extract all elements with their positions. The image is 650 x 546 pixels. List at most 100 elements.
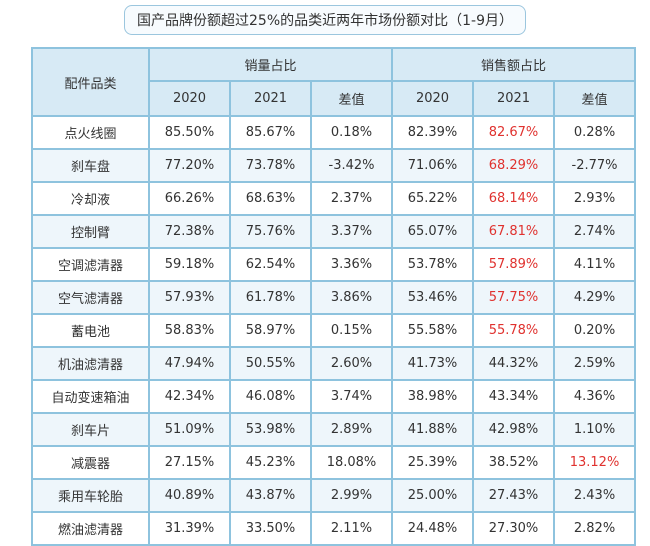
- row-category: 机油滤清器: [31, 346, 150, 381]
- table-cell: 33.50%: [229, 511, 312, 546]
- subheader-diff: 差值: [309, 80, 394, 117]
- row-category: 空调滤清器: [31, 247, 150, 282]
- row-category: 点火线圈: [31, 115, 150, 150]
- table-cell: 47.94%: [148, 346, 231, 381]
- table-cell: 43.34%: [472, 379, 556, 414]
- table-cell: 65.07%: [391, 214, 475, 249]
- table-row: 刹车片 51.09% 53.98% 2.89% 41.88% 42.98% 1.10%: [31, 412, 637, 447]
- table-cell: 2.89%: [309, 412, 394, 447]
- subheader-2020: 2020: [148, 80, 231, 117]
- header-volume-share: 销量占比: [147, 47, 394, 82]
- table-cell: 53.46%: [391, 280, 475, 315]
- row-category: 减震器: [31, 445, 150, 480]
- table-cell: 2.99%: [309, 478, 394, 513]
- table-cell: 2.82%: [553, 511, 637, 546]
- table-cell: 27.43%: [472, 478, 556, 513]
- table-row: 自动变速箱油 42.34% 46.08% 3.74% 38.98% 43.34% 4.36%: [31, 379, 637, 414]
- table-cell: 46.08%: [229, 379, 312, 414]
- table-cell: 72.38%: [148, 214, 231, 249]
- table-cell: 71.06%: [391, 148, 475, 183]
- table-cell: 75.76%: [229, 214, 312, 249]
- table-cell: 2.93%: [553, 181, 637, 216]
- table-cell: 58.97%: [229, 313, 312, 348]
- table-cell: 25.00%: [391, 478, 475, 513]
- table-cell: 4.11%: [553, 247, 637, 282]
- table-cell: 57.93%: [148, 280, 231, 315]
- table-row: 燃油滤清器 31.39% 33.50% 2.11% 24.48% 27.30% 2.82%: [31, 511, 637, 546]
- table-cell: 1.10%: [553, 412, 637, 447]
- table-cell: 55.78%: [472, 313, 556, 348]
- row-category: 燃油滤清器: [31, 511, 150, 546]
- table-cell: 62.54%: [229, 247, 312, 282]
- row-category: 空气滤清器: [31, 280, 150, 315]
- table-cell: 53.98%: [229, 412, 312, 447]
- table-cell: 25.39%: [391, 445, 475, 480]
- table-cell: 77.20%: [148, 148, 231, 183]
- table-cell: 0.28%: [553, 115, 637, 150]
- table-cell: 3.74%: [309, 379, 394, 414]
- table-cell: 41.88%: [391, 412, 475, 447]
- table-cell: 41.73%: [391, 346, 475, 381]
- table-row: 减震器 27.15% 45.23% 18.08% 25.39% 38.52% 13.12%: [31, 445, 637, 480]
- table-cell: 2.74%: [553, 214, 637, 249]
- table-cell: -3.42%: [309, 148, 394, 183]
- table-cell: 27.30%: [472, 511, 556, 546]
- table-cell: 3.36%: [309, 247, 394, 282]
- table-cell: 58.83%: [148, 313, 231, 348]
- table-cell: 4.36%: [553, 379, 637, 414]
- table-row: 乘用车轮胎 40.89% 43.87% 2.99% 25.00% 27.43% 2.43%: [31, 478, 637, 513]
- table-cell: 38.98%: [391, 379, 475, 414]
- subheader-diff: 差值: [553, 80, 637, 117]
- table-row: 空气滤清器 57.93% 61.78% 3.86% 53.46% 57.75% 4.29%: [31, 280, 637, 315]
- row-category: 刹车片: [31, 412, 150, 447]
- table-cell: 24.48%: [391, 511, 475, 546]
- row-category: 乘用车轮胎: [31, 478, 150, 513]
- table-cell: 31.39%: [148, 511, 231, 546]
- table-cell: 43.87%: [229, 478, 312, 513]
- row-category: 蓄电池: [31, 313, 150, 348]
- subheader-2021: 2021: [472, 80, 556, 117]
- row-category: 控制臂: [31, 214, 150, 249]
- table-row: 刹车盘 77.20% 73.78% -3.42% 71.06% 68.29% -2.77%: [31, 148, 637, 183]
- row-category: 冷却液: [31, 181, 150, 216]
- table-cell: 73.78%: [229, 148, 312, 183]
- table-row: 蓄电池 58.83% 58.97% 0.15% 55.58% 55.78% 0.20%: [31, 313, 637, 348]
- table-row: 机油滤清器 47.94% 50.55% 2.60% 41.73% 44.32% 2.59%: [31, 346, 637, 381]
- market-share-table: 配件品类 销量占比 销售额占比 2020 2021 差值 2020 2021 差…: [31, 47, 637, 546]
- table-cell: 82.67%: [472, 115, 556, 150]
- table-cell: 68.14%: [472, 181, 556, 216]
- table-cell: 45.23%: [229, 445, 312, 480]
- table-cell: 61.78%: [229, 280, 312, 315]
- table-cell: 2.37%: [309, 181, 394, 216]
- header-sales-share: 销售额占比: [391, 47, 637, 82]
- table-cell: 3.86%: [309, 280, 394, 315]
- table-cell: 57.75%: [472, 280, 556, 315]
- table-cell: 85.67%: [229, 115, 312, 150]
- table-row: 点火线圈 85.50% 85.67% 0.18% 82.39% 82.67% 0.28%: [31, 115, 637, 150]
- table-cell: 13.12%: [553, 445, 637, 480]
- table-cell: 0.18%: [309, 115, 394, 150]
- table-row: 控制臂 72.38% 75.76% 3.37% 65.07% 67.81% 2.74%: [31, 214, 637, 249]
- table-cell: 67.81%: [472, 214, 556, 249]
- table-body: 点火线圈 85.50% 85.67% 0.18% 82.39% 82.67% 0.28% 刹车…: [31, 115, 637, 546]
- table-cell: 18.08%: [309, 445, 394, 480]
- header-category: 配件品类: [31, 47, 150, 117]
- table-title: 国产品牌份额超过25%的品类近两年市场份额对比（1-9月）: [124, 5, 526, 35]
- table-cell: 4.29%: [553, 280, 637, 315]
- table-cell: 38.52%: [472, 445, 556, 480]
- row-category: 刹车盘: [31, 148, 150, 183]
- table-cell: -2.77%: [553, 148, 637, 183]
- table-cell: 65.22%: [391, 181, 475, 216]
- table-cell: 44.32%: [472, 346, 556, 381]
- table-cell: 66.26%: [148, 181, 231, 216]
- table-cell: 68.29%: [472, 148, 556, 183]
- subheader-2021: 2021: [229, 80, 312, 117]
- table-cell: 68.63%: [229, 181, 312, 216]
- table-cell: 55.58%: [391, 313, 475, 348]
- table-cell: 40.89%: [148, 478, 231, 513]
- table-cell: 85.50%: [148, 115, 231, 150]
- table-cell: 2.43%: [553, 478, 637, 513]
- table-cell: 0.15%: [309, 313, 394, 348]
- table-cell: 53.78%: [391, 247, 475, 282]
- subheader-2020: 2020: [391, 80, 475, 117]
